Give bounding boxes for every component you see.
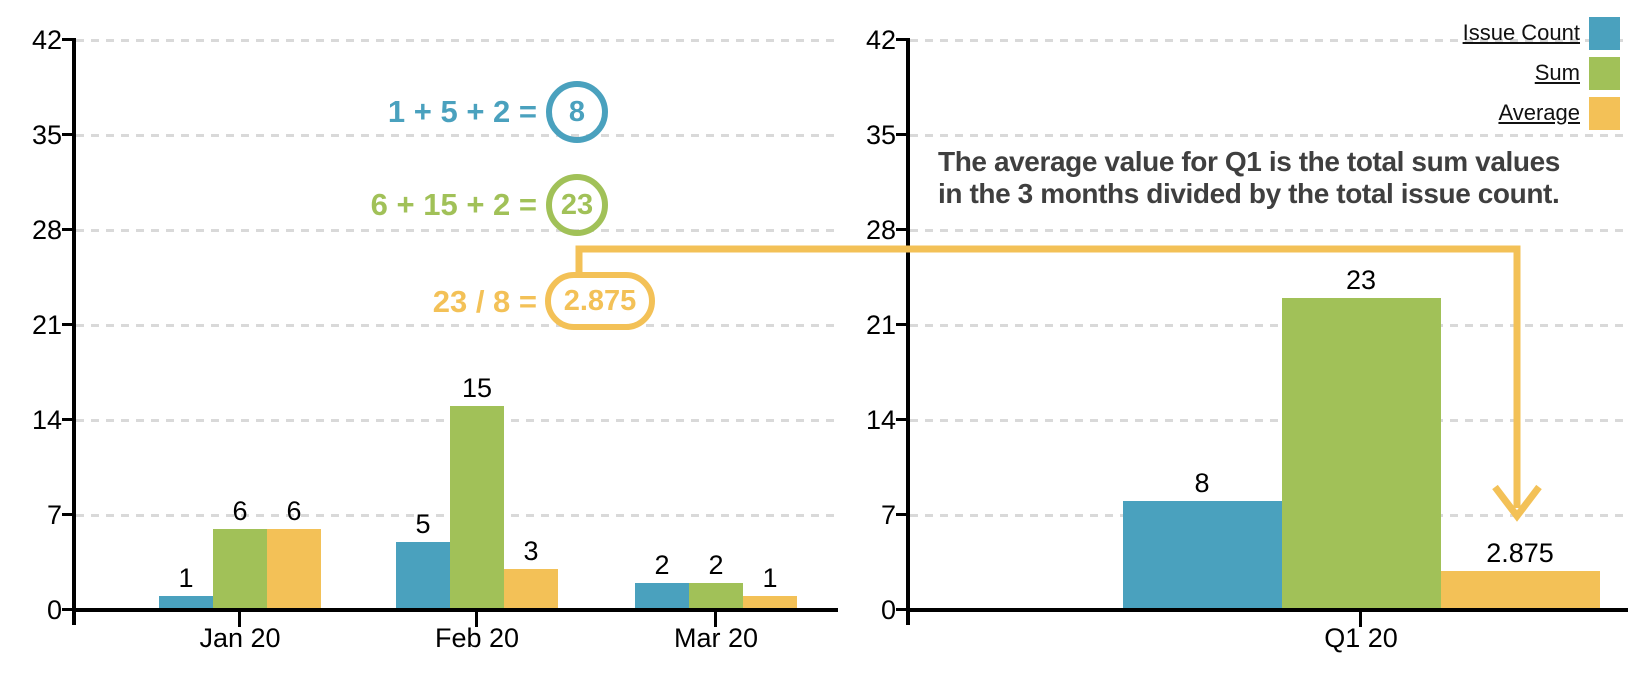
y-tick-label: 7: [46, 500, 62, 530]
sum-result: 23: [560, 188, 594, 221]
legend-item-average[interactable]: Average: [1330, 96, 1620, 130]
y-gridline: [910, 324, 1628, 327]
y-gridline: [910, 419, 1628, 422]
issue-count-equation: 1 + 5 + 2 =: [387, 94, 537, 129]
y-tick-label: 28: [31, 215, 62, 245]
y-tick-label: 42: [31, 25, 62, 55]
x-category-label: Feb 20: [434, 623, 520, 653]
y-tick: [896, 38, 910, 41]
y-gridline: [910, 134, 1628, 137]
y-tick: [896, 228, 910, 231]
legend: Issue Count Sum Average: [1330, 16, 1620, 136]
average-result-pill: 2.875: [545, 272, 655, 330]
bar-average: [267, 528, 321, 610]
y-axis: [72, 38, 76, 625]
bar-issue-count: [159, 596, 213, 610]
y-gridline: [76, 324, 838, 327]
sum-result-circle: 23: [546, 174, 608, 236]
legend-label-sum[interactable]: Sum: [1534, 60, 1580, 85]
issue-count-result: 8: [568, 95, 586, 128]
y-tick: [62, 513, 76, 516]
bar-value-label: 2: [708, 549, 724, 580]
bar-value-label: 8: [1194, 468, 1210, 499]
x-category-label: Jan 20: [199, 623, 281, 653]
legend-swatch-average: [1589, 96, 1620, 130]
bar-value-label: 6: [232, 495, 248, 526]
y-gridline: [910, 39, 1628, 42]
y-tick: [62, 418, 76, 421]
x-tick: [714, 612, 717, 627]
y-tick-label: 0: [46, 595, 62, 625]
y-tick-label: 35: [31, 120, 62, 150]
y-tick: [896, 513, 910, 516]
bar-sum: [213, 528, 267, 610]
legend-label-average[interactable]: Average: [1498, 100, 1580, 125]
y-tick-label: 14: [865, 405, 896, 435]
bar-value-label: 23: [1345, 264, 1377, 295]
x-axis: [906, 608, 1628, 612]
y-tick: [62, 133, 76, 136]
x-tick: [1359, 612, 1362, 627]
bar-value-label: 2.875: [1486, 537, 1554, 568]
average-equation: 23 / 8 =: [432, 284, 537, 319]
y-tick-label: 14: [31, 405, 62, 435]
y-tick: [62, 608, 76, 611]
x-tick: [475, 612, 478, 627]
y-gridline: [76, 39, 838, 42]
bar-value-label: 15: [461, 373, 493, 404]
x-category-label: Q1 20: [1324, 623, 1398, 653]
y-tick-label: 28: [865, 215, 896, 245]
y-gridline: [910, 229, 1628, 232]
x-tick: [238, 612, 241, 627]
bar-issue-count: [1122, 501, 1282, 610]
legend-swatch-issue-count: [1589, 16, 1620, 50]
bar-value-label: 5: [415, 509, 431, 540]
bar-average: [1440, 570, 1600, 610]
bar-average: [743, 596, 797, 610]
y-tick-label: 21: [865, 310, 896, 340]
bar-value-label: 6: [286, 495, 302, 526]
bar-average: [504, 569, 558, 610]
y-tick-label: 7: [880, 500, 896, 530]
sum-equation: 6 + 15 + 2 =: [370, 187, 537, 222]
legend-item-sum[interactable]: Sum: [1330, 56, 1620, 90]
y-tick-label: 0: [880, 595, 896, 625]
average-explanation-line2: in the 3 months divided by the total iss…: [938, 178, 1560, 209]
y-tick: [62, 228, 76, 231]
bar-value-label: 1: [178, 563, 194, 594]
y-tick-label: 21: [31, 310, 62, 340]
legend-label-issue-count[interactable]: Issue Count: [1462, 20, 1580, 45]
average-explanation-line1: The average value for Q1 is the total su…: [938, 146, 1560, 177]
y-tick-label: 42: [865, 25, 896, 55]
bar-sum: [1281, 297, 1441, 610]
y-axis: [906, 38, 910, 625]
average-result: 2.875: [563, 284, 637, 317]
bar-value-label: 3: [523, 536, 539, 567]
legend-swatch-sum: [1589, 56, 1620, 90]
y-tick: [896, 608, 910, 611]
average-explanation-text: The average value for Q1 is the total su…: [938, 146, 1637, 210]
bar-issue-count: [635, 582, 689, 610]
y-tick-label: 35: [865, 120, 896, 150]
bar-value-label: 1: [762, 563, 778, 594]
y-tick: [896, 133, 910, 136]
bar-sum: [450, 406, 504, 610]
bar-issue-count: [396, 542, 450, 610]
x-category-label: Mar 20: [673, 623, 759, 653]
y-tick: [62, 38, 76, 41]
issue-count-result-circle: 8: [546, 81, 608, 143]
y-gridline: [76, 229, 838, 232]
bar-sum: [689, 582, 743, 610]
y-gridline: [76, 134, 838, 137]
y-tick: [62, 323, 76, 326]
x-axis: [72, 608, 838, 612]
legend-item-issue-count[interactable]: Issue Count: [1330, 16, 1620, 50]
bar-value-label: 2: [654, 549, 670, 580]
